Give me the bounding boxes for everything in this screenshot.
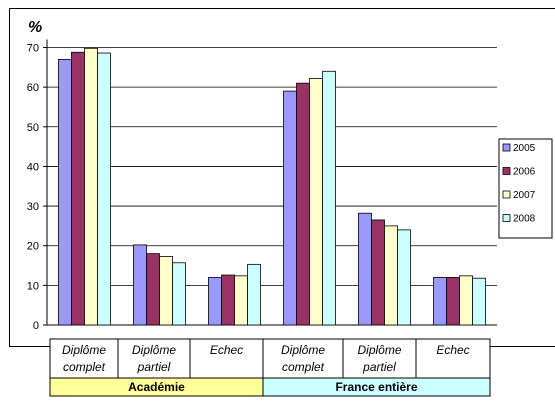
bar-2007-3 [309,78,323,326]
bar-2006-4 [371,219,385,326]
category-label-1: Diplôme [132,343,176,357]
group-label-1: France entière [335,380,417,394]
bar-2005-2 [208,277,222,326]
category-box-group-0 [49,338,264,379]
y-tick-label: 70 [27,43,39,55]
y-tick-label: 20 [27,241,39,253]
bar-2006-0 [71,51,85,326]
bar-2007-5 [459,275,473,326]
category-labels: Académie France entière Diplôme complet Dipl… [49,338,491,397]
category-label-line2-1: partiel [137,360,171,374]
category-label-3: Diplôme [281,343,325,357]
bar-2008-2 [247,263,261,326]
category-label-2: Echec [210,343,243,357]
bar-2005-5 [433,277,447,326]
bar-2005-3 [283,90,297,326]
category-label-line2-0: complet [63,360,106,374]
group-box-1 [262,377,491,397]
bar-2006-1 [146,253,160,326]
y-tick-label: 10 [27,280,39,292]
bar-2006-5 [446,277,460,326]
bar-2007-0 [84,47,98,326]
legend-label-2007: 2007 [513,190,536,201]
group-label-0: Académie [128,380,185,394]
y-tick-label: 30 [27,201,39,213]
legend-label-2005: 2005 [513,143,536,154]
bar-2007-4 [384,225,398,326]
legend-swatch-2006 [502,167,511,175]
category-label-0: Diplôme [62,343,106,357]
y-tick-label: 60 [27,82,39,94]
y-tick-label: 40 [27,161,39,173]
bar-2007-2 [234,275,248,326]
bars [58,47,486,326]
legend-label-2008: 2008 [513,214,536,225]
bar-2008-1 [172,262,186,326]
category-label-line2-4: partiel [362,360,396,374]
y-tick-label: 0 [33,320,39,332]
bar-2006-2 [221,274,235,326]
category-label-4: Diplôme [357,343,401,357]
legend: 2005 2006 2007 2008 [498,138,553,239]
category-label-5: Echec [436,343,469,357]
bar-2008-0 [97,52,111,326]
category-box-group-1 [262,338,491,379]
bar-2005-0 [58,58,72,326]
bar-2005-4 [358,212,372,326]
bar-2008-5 [472,277,486,326]
bar-2007-1 [159,256,173,326]
legend-label-2006: 2006 [513,167,536,178]
legend-swatch-2008 [502,214,511,222]
legend-swatch-2007 [502,190,511,199]
bar-2008-3 [322,70,336,326]
legend-swatch-2005 [502,143,511,152]
y-axis-label: % [28,19,42,36]
y-tick-label: 50 [27,122,39,134]
bar-2005-1 [133,244,147,326]
plot-area: 0 10 20 30 40 50 60 70 [9,8,555,347]
category-label-line2-3: complet [282,360,325,374]
bar-2008-4 [397,229,411,326]
bar-2006-3 [296,82,310,326]
